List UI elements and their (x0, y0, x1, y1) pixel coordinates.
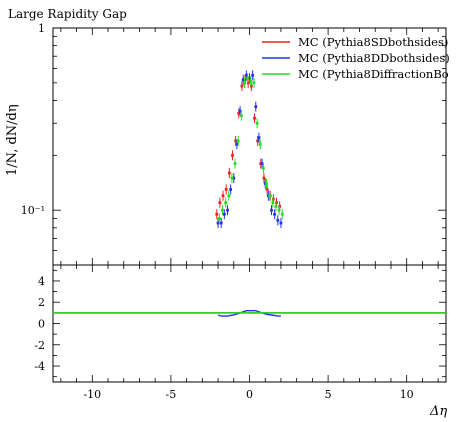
x-tick-label: 5 (325, 388, 332, 401)
data-point (238, 109, 242, 113)
legend-label: MC (Pythia8DDbothsides) (298, 51, 450, 65)
data-point (280, 212, 284, 216)
data-point (231, 153, 234, 157)
data-point (273, 212, 277, 216)
data-point (246, 76, 250, 80)
data-point (276, 218, 280, 222)
data-point (251, 73, 255, 77)
data-point (241, 78, 245, 82)
data-point (278, 204, 282, 208)
data-point (240, 84, 244, 88)
data-point (274, 204, 278, 208)
data-point (256, 139, 260, 143)
chart-title: Large Rapidity Gap (8, 7, 127, 21)
data-point (246, 81, 250, 85)
data-point (271, 201, 275, 205)
data-point (265, 188, 269, 191)
data-point (248, 76, 251, 80)
data-point (236, 139, 240, 143)
data-point (249, 79, 253, 83)
data-point (232, 176, 236, 180)
data-point (218, 201, 222, 205)
data-point (270, 208, 273, 212)
x-axis-label: Δη (429, 404, 447, 419)
data-point (227, 171, 231, 175)
data-point (252, 81, 256, 85)
data-point (260, 162, 264, 166)
data-point (226, 208, 229, 212)
data-point (215, 212, 219, 216)
ratio-tick-label: 2 (38, 296, 45, 309)
ratio-tick-label: -4 (34, 360, 45, 373)
ratio-tick-label: 4 (38, 275, 45, 288)
x-tick-label: 0 (246, 388, 253, 401)
y-tick-label: 1 (38, 22, 45, 35)
data-point (243, 78, 247, 82)
data-point (230, 176, 234, 180)
data-point (219, 221, 223, 225)
data-point (268, 194, 272, 198)
ratio-tick-label: -2 (34, 339, 45, 352)
ratio-tick-label: 0 (38, 318, 45, 331)
data-point (233, 162, 237, 166)
data-point (243, 81, 246, 85)
data-point (239, 114, 243, 118)
data-point (257, 136, 261, 140)
data-point (258, 142, 262, 146)
data-point (261, 166, 265, 170)
data-point (249, 84, 253, 88)
data-point (217, 217, 221, 220)
data-point (221, 194, 225, 198)
y-axis-label: 1/N, dN/dη (5, 104, 20, 176)
data-point (255, 121, 259, 125)
data-point (262, 176, 266, 180)
data-point (224, 188, 228, 191)
y-tick-label: 10⁻¹ (21, 204, 45, 217)
data-point (224, 201, 228, 205)
ratio-line (217, 310, 281, 317)
x-tick-label: 10 (400, 388, 414, 401)
data-point (229, 188, 233, 191)
data-point (265, 182, 268, 185)
data-point (222, 212, 226, 216)
legend: MC (Pythia8SDbothsides) MC (Pythia8DDboth… (262, 35, 450, 81)
data-point (234, 139, 238, 143)
ratio-panel: -10 -5 0 5 10 4 2 0 -2 -4 (34, 264, 447, 401)
data-point (253, 116, 256, 120)
data-point (237, 111, 241, 115)
data-point (254, 105, 258, 109)
legend-label: MC (Pythia8DiffractionBo (298, 67, 449, 81)
data-point (275, 201, 278, 205)
data-point (279, 221, 283, 225)
legend-label: MC (Pythia8SDbothsides) (298, 35, 448, 49)
x-tick-label: -10 (83, 388, 101, 401)
data-point (221, 208, 224, 212)
data-point (216, 221, 220, 225)
data-point (244, 73, 248, 77)
data-point (227, 194, 231, 198)
ratio-panel-frame (52, 264, 447, 383)
data-point (277, 208, 281, 212)
data-point (271, 197, 275, 201)
x-tick-label: -5 (166, 388, 177, 401)
data-point (235, 142, 239, 146)
